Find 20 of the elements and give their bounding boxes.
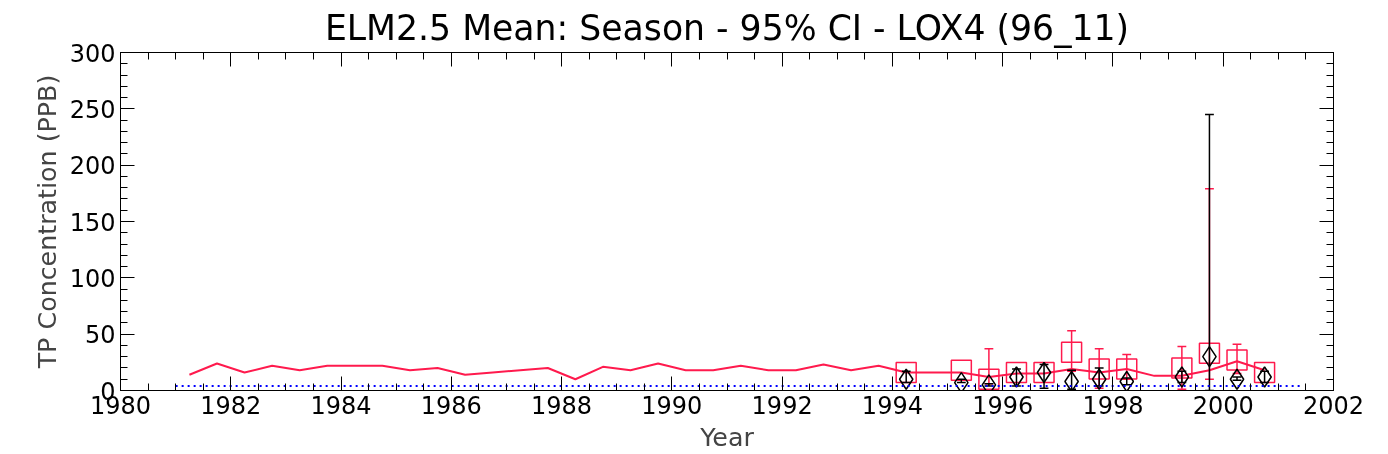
x-tick-label: 1994 — [861, 391, 923, 420]
x-tick-label: 1984 — [310, 391, 372, 420]
x-tick-label: 1990 — [641, 391, 703, 420]
x-tick-label: 1988 — [531, 391, 593, 420]
y-tick-label: 150 — [69, 208, 116, 237]
x-tick-label: 1986 — [420, 391, 482, 420]
x-tick-label: 2000 — [1192, 391, 1254, 420]
y-tick-label: 300 — [69, 39, 116, 68]
chart-title: ELM2.5 Mean: Season - 95% CI - LOX4 (96_11) — [324, 7, 1130, 48]
x-tick-label: 2002 — [1302, 391, 1365, 420]
y-axis-title: TP Concentration (PPB) — [31, 74, 62, 370]
y-tick-label: 100 — [69, 264, 116, 293]
x-tick-label: 1982 — [200, 391, 262, 420]
x-tick-label: 1996 — [972, 391, 1034, 420]
y-tick-label: 250 — [69, 95, 116, 124]
y-tick-label: 50 — [84, 321, 116, 350]
y-tick-label: 200 — [69, 152, 116, 181]
x-tick-label: 1992 — [751, 391, 813, 420]
x-axis-title: Year — [699, 421, 755, 452]
x-tick-label: 1998 — [1082, 391, 1144, 420]
